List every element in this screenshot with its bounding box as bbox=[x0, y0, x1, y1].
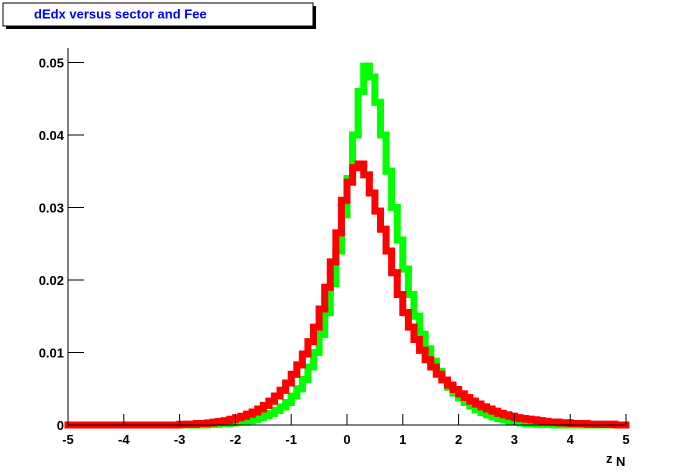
x-tick-label: -2 bbox=[230, 432, 242, 447]
y-tick-label: 0.05 bbox=[39, 56, 64, 71]
histogram-step bbox=[399, 236, 412, 273]
x-tick-label: -1 bbox=[285, 432, 297, 447]
histogram-step bbox=[382, 131, 396, 175]
histogram-step bbox=[354, 88, 368, 139]
histogram-step bbox=[376, 98, 390, 139]
histogram-step bbox=[371, 73, 384, 106]
x-tick-label: 5 bbox=[622, 432, 629, 447]
x-tick-label: 0 bbox=[343, 432, 350, 447]
x-tick-label: -3 bbox=[174, 432, 186, 447]
x-tick-label: -5 bbox=[62, 432, 74, 447]
histogram-step bbox=[388, 167, 401, 211]
x-tick-label: 3 bbox=[511, 432, 518, 447]
y-tick-label: 0 bbox=[57, 418, 64, 433]
histogram-step bbox=[393, 204, 407, 244]
histogram-step bbox=[404, 265, 418, 298]
x-axis-label-subscript: N bbox=[616, 454, 625, 469]
title-box bbox=[2, 2, 314, 27]
x-tick-label: 2 bbox=[455, 432, 462, 447]
y-tick-label: 0.04 bbox=[39, 128, 65, 143]
y-tick-label: 0.01 bbox=[39, 346, 64, 361]
chart-title: dEdx versus sector and Fee bbox=[34, 6, 207, 21]
x-axis-label: z bbox=[606, 451, 613, 466]
x-tick-label: 4 bbox=[567, 432, 575, 447]
y-tick-label: 0.02 bbox=[39, 273, 64, 288]
x-tick-label: -4 bbox=[118, 432, 130, 447]
y-tick-label: 0.03 bbox=[39, 201, 64, 216]
x-tick-label: 1 bbox=[399, 432, 406, 447]
